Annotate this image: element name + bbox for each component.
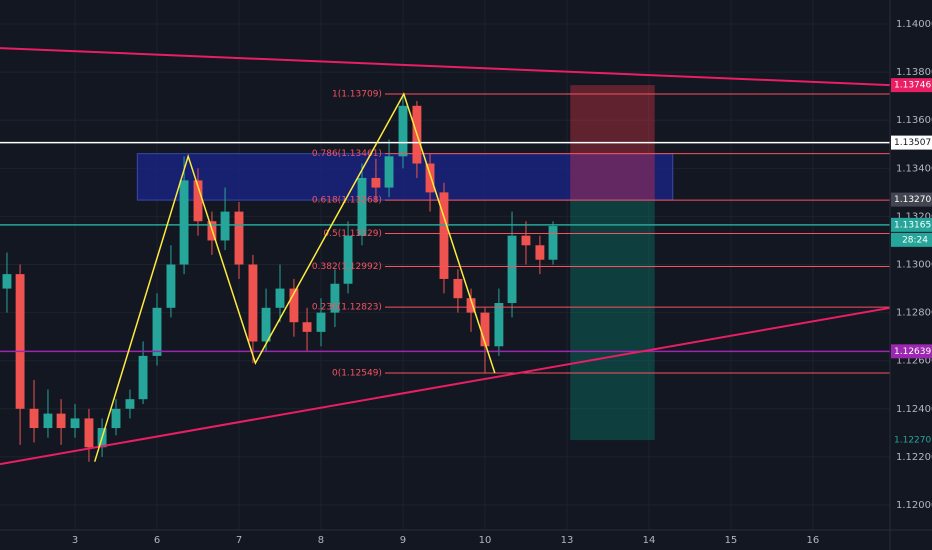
candle-body [15, 274, 25, 409]
price-label: 1.12639 [894, 347, 931, 357]
x-tick-label: 14 [643, 535, 656, 546]
price-label: 1.13270 [894, 195, 931, 205]
y-tick-label: 1.13600 [896, 115, 932, 126]
plot-area: 1(1.13709) 0.786(1.13461) 0.618(1.13268) 0.… [0, 47, 890, 466]
candle-body [275, 288, 285, 308]
candle-body [29, 408, 39, 429]
candle-body [439, 192, 449, 279]
candle-body [70, 418, 80, 429]
x-tick-label: 8 [318, 535, 324, 546]
candle-body [535, 245, 545, 260]
price-label: 1.13507 [894, 138, 931, 148]
price-label-bg [891, 78, 932, 93]
y-tick-label: 1.13000 [896, 260, 932, 271]
x-tick-label: 3 [72, 535, 78, 546]
y-tick-label: 1.12800 [896, 308, 932, 319]
candle-body [316, 312, 326, 332]
fib-label: 0.5(1.13129) [323, 229, 382, 239]
y-tick-label: 1.14000 [896, 19, 932, 30]
candle-body [2, 274, 12, 289]
candle-body [220, 211, 230, 241]
candle-body [371, 177, 381, 188]
axes: 1.12000 1.12200 1.12400 1.12600 1.12800 1.130… [72, 19, 932, 546]
fib-label: 0.236(1.12823) [312, 303, 382, 313]
x-tick-label: 10 [479, 535, 492, 546]
x-tick-label: 6 [154, 535, 160, 546]
candle-body [56, 413, 66, 429]
price-label-bg [891, 192, 932, 207]
candle-body [494, 302, 504, 347]
fib-label: 0.618(1.13268) [312, 196, 382, 206]
candle-body [480, 312, 490, 347]
candle-body [43, 413, 53, 429]
price-label-bg [891, 344, 932, 359]
trendline [0, 306, 890, 466]
y-tick-label: 1.12400 [896, 404, 932, 415]
candle-body [111, 408, 121, 429]
price-label-bg [891, 135, 932, 150]
candle-body [330, 283, 340, 313]
candle-body [84, 418, 94, 448]
fib-label: 0(1.12549) [332, 368, 382, 378]
candle-body [248, 264, 258, 342]
candle-body [466, 298, 476, 313]
candle-body [507, 235, 517, 303]
candle-body [548, 226, 558, 260]
candle-body [384, 156, 394, 188]
price-label: 1.12270 [894, 436, 931, 446]
trendline [0, 47, 890, 87]
candle-body [234, 211, 244, 265]
y-tick-label: 1.12200 [896, 452, 932, 463]
candle-body [152, 307, 162, 356]
zigzag [93, 92, 496, 462]
price-label: 1.13746 [894, 81, 931, 91]
x-tick-label: 13 [561, 535, 574, 546]
price-label-bg [891, 217, 932, 232]
candle-body [179, 180, 189, 265]
candle-body [166, 264, 176, 308]
candle-body [398, 105, 408, 157]
y-tick-label: 1.13400 [896, 163, 932, 174]
price-label-bg [891, 433, 932, 448]
candle-body [521, 235, 531, 246]
candle-body [125, 399, 135, 409]
candle-body [302, 322, 312, 332]
candle-body [425, 163, 435, 193]
y-tick-label: 1.13200 [896, 211, 932, 222]
candle-body [453, 278, 463, 299]
countdown: 28:24 [902, 235, 928, 245]
y-tick-label: 1.12000 [896, 500, 932, 511]
fib-label: 0.786(1.13461) [312, 149, 382, 159]
candle-body [193, 180, 203, 222]
x-tick-label: 7 [236, 535, 242, 546]
x-tick-label: 9 [400, 535, 406, 546]
fib-label: 1(1.13709) [332, 90, 382, 100]
candle-body [343, 235, 353, 284]
candle-body [357, 177, 367, 236]
countdown-bg [891, 232, 932, 247]
candle-body [261, 307, 271, 342]
zone [136, 153, 674, 201]
candle-body [289, 288, 299, 323]
x-tick-label: 15 [725, 535, 738, 546]
target-zone [570, 199, 655, 441]
fib-label: 0.382(1.12992) [312, 262, 382, 272]
y-tick-label: 1.12600 [896, 356, 932, 367]
x-tick-label: 16 [807, 535, 820, 546]
candle-body [138, 355, 148, 400]
y-tick-label: 1.13800 [896, 67, 932, 78]
price-label: 1.13165 [894, 220, 931, 230]
